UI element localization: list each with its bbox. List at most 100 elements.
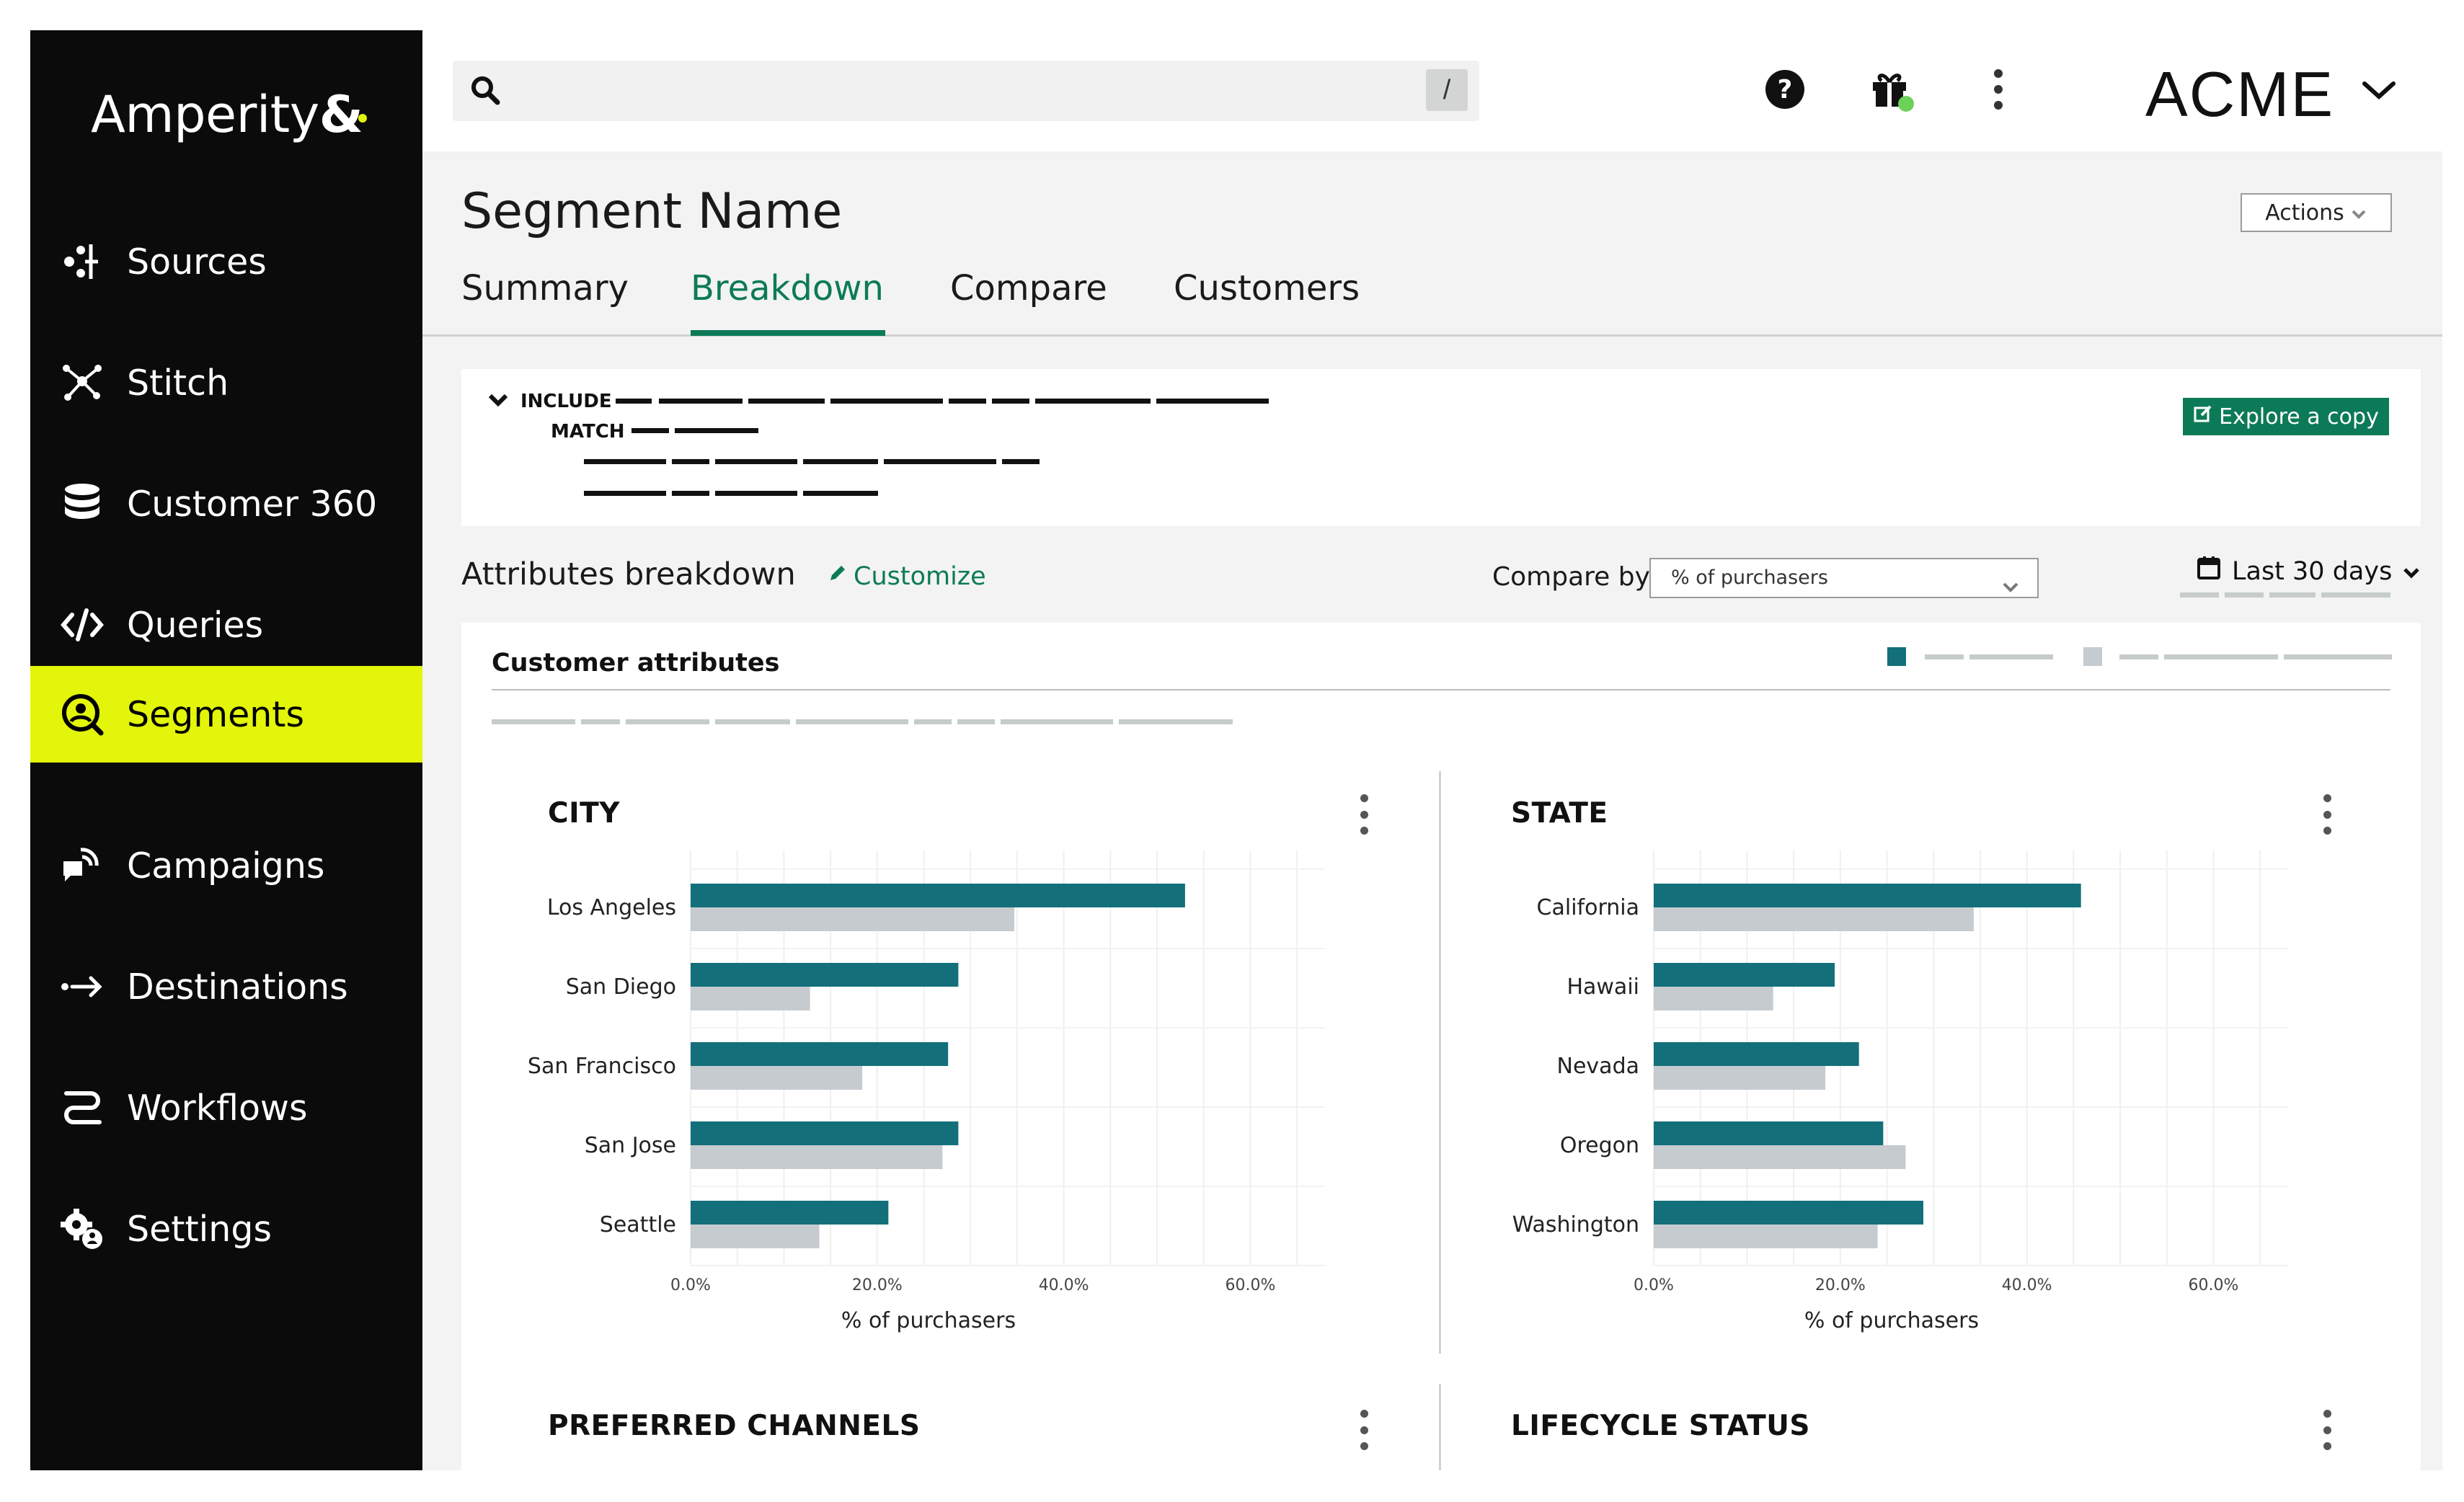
compare-by-select[interactable]: % of purchasers <box>1649 558 2039 598</box>
category-label: Hawaii <box>1566 974 1639 1000</box>
tab-compare[interactable]: Compare <box>950 268 1107 308</box>
chevron-down-icon[interactable] <box>487 392 509 411</box>
legend-swatch-compare <box>2083 647 2102 666</box>
bar-segment <box>691 1042 949 1066</box>
chart-menu-icon[interactable] <box>2320 794 2334 835</box>
global-search[interactable]: / <box>453 61 1479 121</box>
sidebar-item-label: Sources <box>127 241 267 283</box>
redacted-text <box>1035 399 1151 404</box>
sidebar-item-segments[interactable]: Segments <box>30 666 422 763</box>
sidebar-item-stitch[interactable]: Stitch <box>30 334 422 431</box>
redacted-text <box>914 719 952 724</box>
x-tick-label: 0.0% <box>670 1276 711 1294</box>
redacted-text <box>1156 399 1269 404</box>
bar-compare <box>1654 987 1773 1010</box>
amperity-logo[interactable]: Amperity& <box>91 85 368 144</box>
logo-ampersand: & <box>319 85 363 144</box>
category-label: Washington <box>1512 1212 1639 1237</box>
redacted-text <box>992 399 1029 404</box>
sidebar-item-sources[interactable]: Sources <box>30 213 422 310</box>
tab-breakdown[interactable]: Breakdown <box>691 268 884 308</box>
redacted-text <box>957 719 995 724</box>
redacted-text <box>715 719 790 724</box>
bar-segment <box>691 884 1185 907</box>
chart-menu-icon[interactable] <box>1357 1410 1371 1450</box>
chart-title-lifecycle-status: LIFECYCLE STATUS <box>1511 1410 1810 1442</box>
redacted-text <box>949 399 986 404</box>
date-range-picker[interactable]: Last 30 days <box>2196 555 2421 587</box>
sidebar-item-settings[interactable]: Settings <box>30 1181 422 1277</box>
category-label: San Francisco <box>528 1054 676 1079</box>
chart-menu-icon[interactable] <box>1357 794 1371 835</box>
redacted-text <box>748 399 825 404</box>
sidebar: Amperity& Sources Stitch Customer 360 Qu… <box>30 30 422 1470</box>
more-vertical-icon[interactable] <box>1975 66 2021 112</box>
chart-menu-icon[interactable] <box>2320 1410 2334 1450</box>
city-bar-chart: Los Angeles San Diego San Francisco San Jos… <box>528 850 1325 1333</box>
page-title: Segment Name <box>461 183 843 240</box>
edit-icon <box>2193 404 2213 430</box>
gift-icon[interactable] <box>1869 66 1915 112</box>
sidebar-item-customer-360[interactable]: Customer 360 <box>30 456 422 552</box>
destinations-icon <box>59 964 105 1010</box>
explore-copy-label: Explore a copy <box>2219 404 2379 430</box>
pencil-icon <box>826 562 848 591</box>
x-tick-label: 40.0% <box>2002 1276 2052 1294</box>
segment-criteria-panel <box>461 369 2421 526</box>
attributes-breakdown-title: Attributes breakdown <box>461 556 796 592</box>
bar-segment <box>691 1201 889 1225</box>
compare-by-value: % of purchasers <box>1671 566 1828 589</box>
redacted-text <box>2284 654 2392 659</box>
column-divider <box>1439 771 1441 1354</box>
x-tick-label: 20.0% <box>852 1276 903 1294</box>
active-tab-indicator <box>691 330 885 336</box>
sidebar-item-label: Queries <box>127 604 264 646</box>
explore-copy-button[interactable]: Explore a copy <box>2183 398 2389 435</box>
x-axis-label: % of purchasers <box>841 1308 1016 1333</box>
x-tick-label: 60.0% <box>2189 1276 2239 1294</box>
x-axis-label: % of purchasers <box>1804 1308 1979 1333</box>
sidebar-item-destinations[interactable]: Destinations <box>30 938 422 1035</box>
redacted-text <box>2180 592 2219 597</box>
sidebar-item-workflows[interactable]: Workflows <box>30 1059 422 1156</box>
sidebar-item-queries[interactable]: Queries <box>30 577 422 673</box>
redacted-text <box>830 399 943 404</box>
campaigns-icon <box>59 843 105 889</box>
search-icon <box>469 74 503 111</box>
logo-text: Amperity <box>91 85 319 144</box>
bar-segment <box>691 1121 959 1145</box>
sidebar-item-label: Destinations <box>127 966 348 1008</box>
tab-summary[interactable]: Summary <box>461 268 629 308</box>
sidebar-item-label: Stitch <box>127 362 229 404</box>
redacted-text <box>1969 654 2053 659</box>
sidebar-item-label: Settings <box>127 1208 272 1250</box>
help-icon[interactable]: ? <box>1762 66 1808 112</box>
org-switcher-name[interactable]: ACME <box>2145 58 2335 130</box>
actions-dropdown[interactable]: Actions <box>2241 193 2392 232</box>
redacted-text <box>803 459 878 464</box>
chart-title-state: STATE <box>1511 797 1608 830</box>
chevron-down-icon[interactable] <box>2357 72 2401 108</box>
bar-compare <box>1654 1145 1906 1169</box>
bar-segment <box>1654 1201 1923 1225</box>
state-bar-chart: California Hawaii Nevada Oregon Washington 0.… <box>1512 850 2288 1333</box>
calendar-icon <box>2196 555 2222 587</box>
bar-compare <box>1654 1066 1826 1090</box>
card-title: Customer attributes <box>492 649 780 677</box>
chart-title-preferred-channels: PREFERRED CHANNELS <box>548 1410 921 1442</box>
redacted-text <box>675 428 758 433</box>
customize-link[interactable]: Customize <box>826 562 986 591</box>
redacted-text <box>584 491 666 496</box>
search-shortcut-key: / <box>1426 69 1468 111</box>
tab-customers[interactable]: Customers <box>1174 268 1360 308</box>
settings-icon <box>59 1206 105 1252</box>
include-label: INCLUDE <box>520 391 612 412</box>
sidebar-item-campaigns[interactable]: Campaigns <box>30 817 422 914</box>
bar-compare <box>1654 907 1974 931</box>
bar-compare <box>1654 1225 1878 1248</box>
category-label: Oregon <box>1560 1133 1639 1158</box>
redacted-text <box>616 399 652 404</box>
bar-segment <box>1654 963 1835 987</box>
code-icon <box>59 602 105 648</box>
redacted-text <box>626 719 709 724</box>
